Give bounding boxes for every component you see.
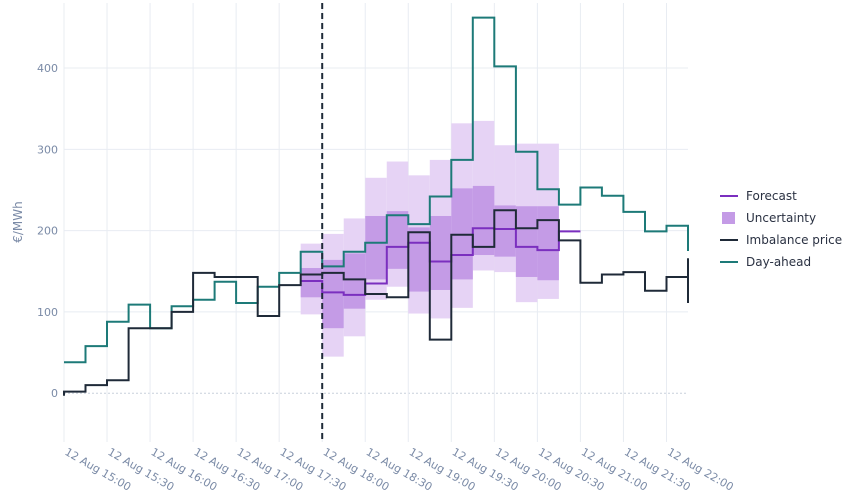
- chart-legend[interactable]: Forecast Uncertainty Imbalance price Day-ah…: [720, 189, 842, 269]
- uncertainty-inner-band: [322, 259, 344, 329]
- legend-label: Imbalance price: [746, 233, 842, 247]
- uncertainty-inner-band: [515, 206, 538, 277]
- uncertainty-inner-band: [429, 215, 452, 290]
- forecast-line: [300, 227, 581, 296]
- uncertainty-inner-band: [386, 211, 409, 269]
- uncertainty-inner-band: [300, 268, 323, 298]
- y-tick-label: 0: [51, 387, 58, 400]
- legend-item-dayahead[interactable]: Day-ahead: [720, 255, 811, 269]
- y-tick-label: 400: [37, 62, 58, 75]
- legend-label: Uncertainty: [746, 211, 816, 225]
- series-lines: [63, 16, 689, 396]
- legend-item-imbalance[interactable]: Imbalance price: [720, 233, 842, 247]
- uncertainty-inner-band: [472, 185, 495, 256]
- legend-label: Day-ahead: [746, 255, 811, 269]
- legend-swatch: [722, 212, 735, 224]
- y-axis-ticks: 0 100 200 300 400: [37, 62, 58, 400]
- imbalance-line: [63, 209, 689, 396]
- uncertainty-bands: [300, 120, 559, 357]
- legend-item-forecast[interactable]: Forecast: [720, 189, 797, 203]
- uncertainty-inner-band: [343, 253, 366, 309]
- uncertainty-inner-band: [365, 215, 387, 280]
- y-tick-label: 200: [37, 225, 58, 238]
- uncertainty-inner-band: [408, 227, 430, 292]
- legend-label: Forecast: [746, 189, 797, 203]
- y-tick-label: 300: [37, 143, 58, 156]
- uncertainty-inner-band: [494, 205, 516, 257]
- legend-item-uncertainty[interactable]: Uncertainty: [722, 211, 816, 225]
- y-tick-label: 100: [37, 306, 58, 319]
- uncertainty-inner-band: [537, 206, 559, 281]
- y-axis-label: €/MWh: [11, 201, 25, 243]
- dayahead-line: [64, 16, 689, 364]
